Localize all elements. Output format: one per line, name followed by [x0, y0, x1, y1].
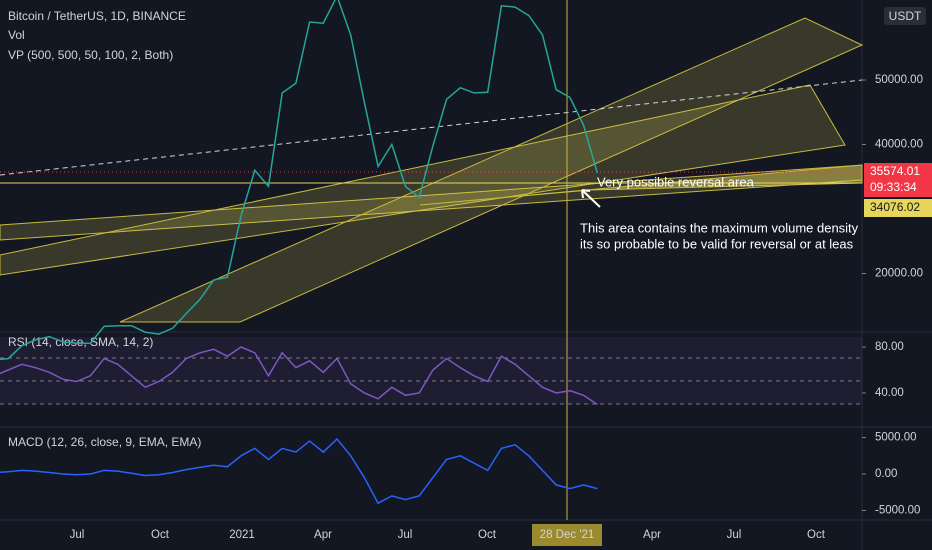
currency[interactable]: USDT	[889, 9, 922, 23]
time-label: Oct	[478, 529, 497, 541]
time-label: 2021	[229, 529, 255, 541]
time-label: Jul	[70, 529, 85, 541]
vol-label: Vol	[8, 28, 25, 42]
countdown: 09:33:34	[870, 180, 917, 194]
y-tick-label: -5000.00	[875, 505, 920, 517]
y-tick-label: 50000.00	[875, 74, 923, 86]
last-price: 35574.01	[870, 164, 920, 178]
time-label: Jul	[727, 529, 742, 541]
level-box	[864, 199, 932, 217]
arrow	[581, 189, 601, 208]
trend-line	[0, 79, 863, 176]
level-label: 34076.02	[870, 200, 920, 214]
time-label: Oct	[807, 529, 826, 541]
time-axis: Jul Oct 2021 Apr Jul Oct Apr Jul Oct 28 …	[70, 524, 826, 546]
annotation: This area contains the maximum volume de…	[580, 220, 859, 235]
crosshair-date: 28 Dec '21	[540, 529, 595, 541]
channel	[119, 17, 864, 323]
annotation: Very possible reversal area	[597, 174, 755, 189]
drawings	[0, 17, 864, 323]
rsi-band	[0, 337, 862, 404]
y-tick-label: 20000.00	[875, 268, 923, 280]
currency-badge[interactable]	[884, 7, 926, 25]
time-label: Apr	[314, 529, 332, 541]
annotation: its so probable to be valid for reversal…	[580, 236, 854, 251]
time-label: Jul	[398, 529, 413, 541]
time-label: Apr	[643, 529, 661, 541]
rsi-line	[0, 346, 598, 406]
y-tick-label: 5000.00	[875, 432, 917, 444]
y-tick-label: 0.00	[875, 468, 897, 480]
price-line	[0, 0, 599, 361]
macd-line	[0, 437, 598, 505]
y-tick-label: 80.00	[875, 341, 904, 353]
rsi-title: RSI (14, close, SMA, 14, 2)	[8, 335, 153, 349]
y-tick-label: 40.00	[875, 387, 904, 399]
channel	[0, 84, 846, 276]
macd-title: MACD (12, 26, close, 9, EMA, EMA)	[8, 435, 201, 449]
y-tick-label: 40000.00	[875, 139, 923, 151]
last-price-box	[864, 163, 932, 197]
time-label: Oct	[151, 529, 170, 541]
symbol: Bitcoin / TetherUS, 1D, BINANCE	[8, 9, 186, 23]
crosshair-date-box	[532, 524, 602, 546]
vp-label: VP (500, 500, 50, 100, 2, Both)	[8, 48, 173, 62]
